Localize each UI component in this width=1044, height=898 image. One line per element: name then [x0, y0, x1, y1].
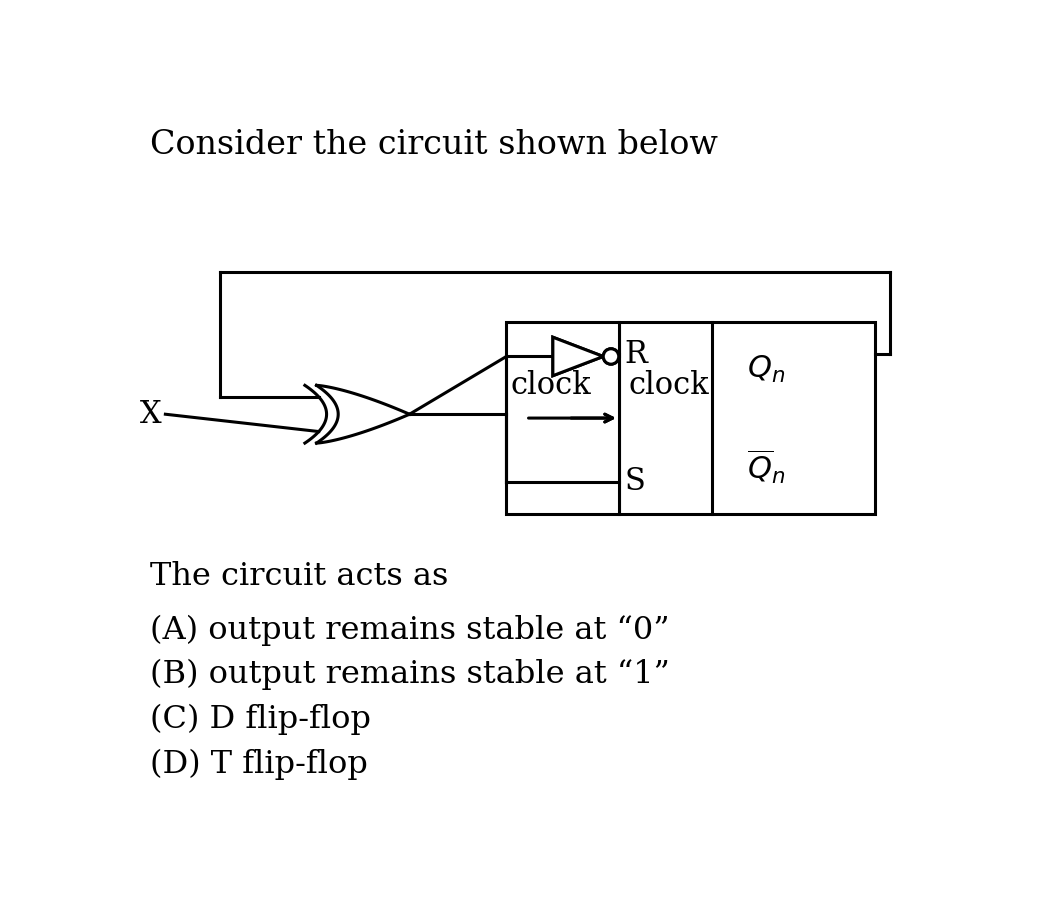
Text: (B) output remains stable at “1”: (B) output remains stable at “1” [150, 659, 670, 691]
Text: R: R [624, 339, 647, 370]
Bar [619, 321, 875, 515]
Text: clock: clock [511, 370, 591, 401]
Bar [506, 321, 619, 515]
Text: clock: clock [628, 370, 709, 401]
Polygon shape [553, 338, 603, 375]
Text: (A) output remains stable at “0”: (A) output remains stable at “0” [150, 614, 669, 646]
Circle shape [603, 348, 619, 365]
Text: $Q_n$: $Q_n$ [746, 355, 785, 385]
Circle shape [603, 348, 619, 365]
Text: S: S [624, 466, 645, 497]
Text: X: X [140, 399, 162, 430]
Text: The circuit acts as: The circuit acts as [150, 560, 448, 592]
Text: Consider the circuit shown below: Consider the circuit shown below [150, 129, 718, 162]
Polygon shape [553, 338, 603, 375]
Text: $\overline{Q}_n$: $\overline{Q}_n$ [746, 447, 785, 486]
Text: (C) D flip-flop: (C) D flip-flop [150, 704, 371, 735]
Text: (D) T flip-flop: (D) T flip-flop [150, 748, 367, 779]
